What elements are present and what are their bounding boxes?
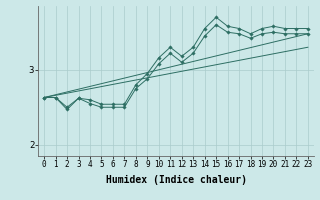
X-axis label: Humidex (Indice chaleur): Humidex (Indice chaleur) [106,175,246,185]
